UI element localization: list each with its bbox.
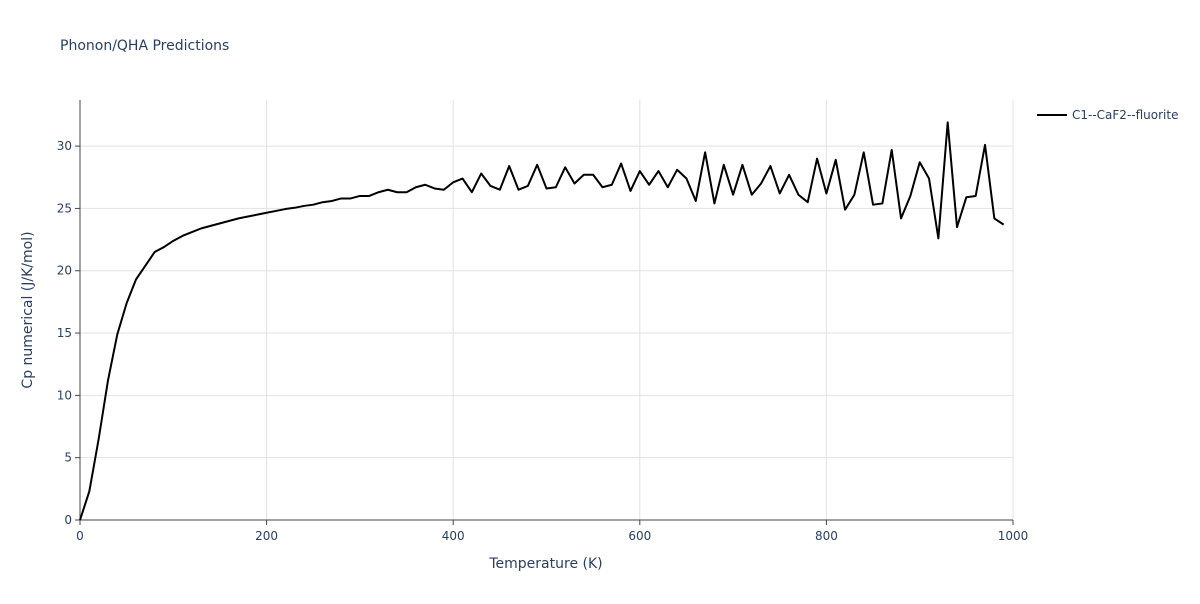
data-line <box>79 121 1005 521</box>
x-tick-label: 400 <box>442 529 465 543</box>
x-tick-label: 600 <box>628 529 651 543</box>
x-tick-label: 1000 <box>998 529 1029 543</box>
y-tick-label: 15 <box>57 326 72 340</box>
chart-title: Phonon/QHA Predictions <box>60 38 229 54</box>
y-tick-label: 10 <box>57 388 72 402</box>
y-tick-label: 5 <box>64 451 72 465</box>
y-tick-label: 20 <box>57 264 72 278</box>
y-tick-label: 25 <box>57 201 72 215</box>
y-tick-label: 30 <box>57 139 72 153</box>
y-axis-label: Cp numerical (J/K/mol) <box>20 231 36 388</box>
legend-label: C1--CaF2--fluorite <box>1072 108 1178 122</box>
x-tick-label: 800 <box>815 529 838 543</box>
x-axis-label: Temperature (K) <box>488 556 602 572</box>
x-tick-label: 0 <box>76 529 84 543</box>
y-tick-label: 0 <box>64 513 72 527</box>
x-tick-label: 200 <box>255 529 278 543</box>
